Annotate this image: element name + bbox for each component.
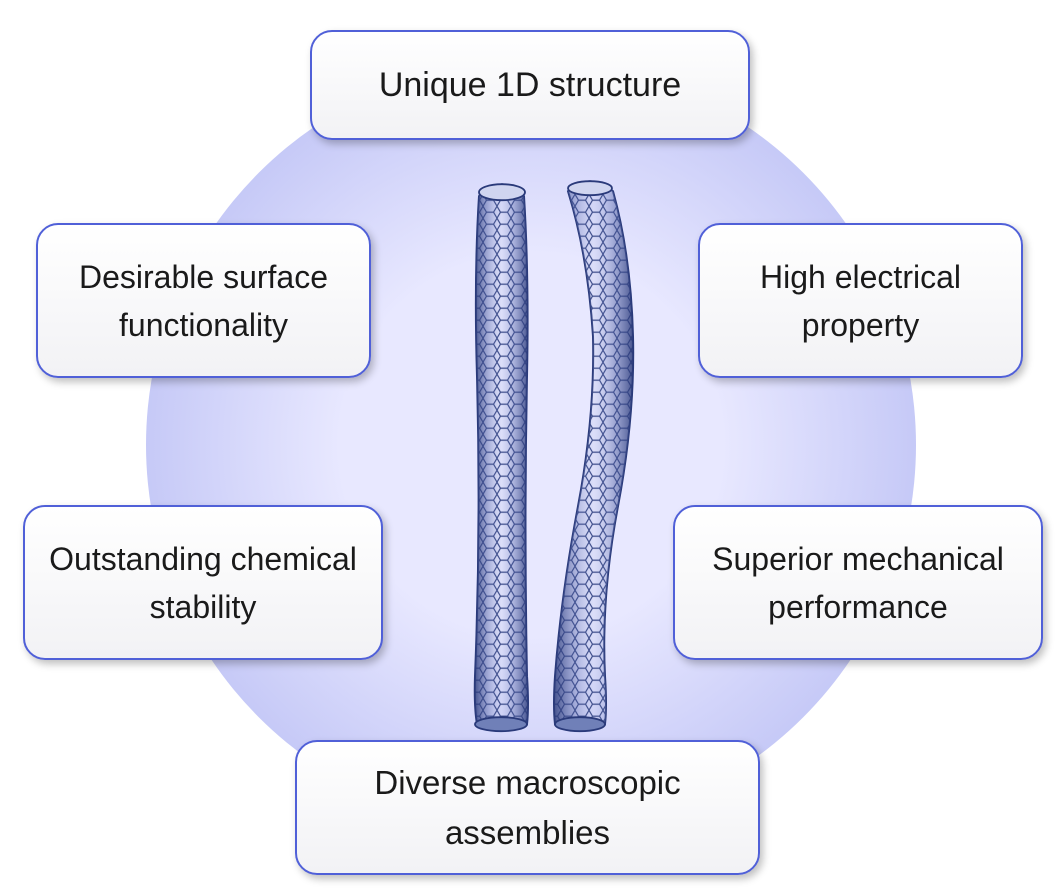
property-text: High electrical property — [718, 253, 1003, 349]
property-text: Unique 1D structure — [379, 60, 681, 111]
diagram-container: Unique 1D structure Desirable surface fu… — [0, 0, 1062, 890]
property-text: Superior mechanical performance — [693, 535, 1023, 631]
property-text: Diverse macroscopic assemblies — [315, 758, 740, 857]
property-box-top: Unique 1D structure — [310, 30, 750, 140]
property-box-right-upper: High electrical property — [698, 223, 1023, 378]
property-box-right-lower: Superior mechanical performance — [673, 505, 1043, 660]
property-text: Outstanding chemical stability — [43, 535, 363, 631]
nanotubes-graphic — [411, 176, 651, 736]
nanotube-right — [554, 181, 633, 731]
property-box-left-lower: Outstanding chemical stability — [23, 505, 383, 660]
nanotube-left — [475, 184, 528, 731]
property-text: Desirable surface functionality — [56, 253, 351, 349]
property-box-bottom: Diverse macroscopic assemblies — [295, 740, 760, 875]
property-box-left-upper: Desirable surface functionality — [36, 223, 371, 378]
